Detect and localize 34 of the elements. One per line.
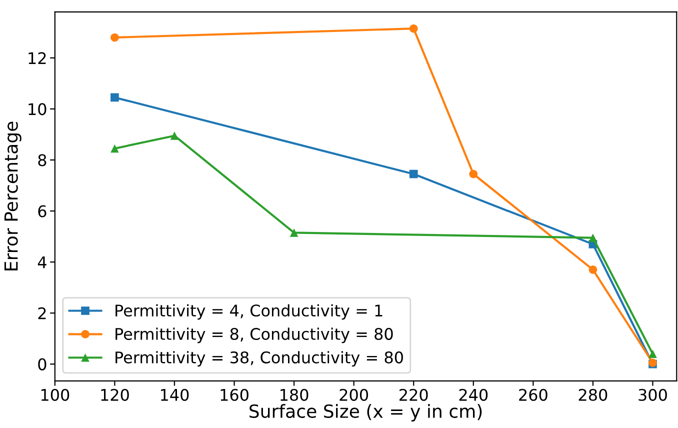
x-tick-label: 120: [101, 388, 129, 401]
x-tick-label: 280: [578, 388, 608, 401]
y-tick-label: 0: [38, 358, 46, 370]
x-tick-label: 240: [459, 388, 488, 401]
y-axis-title: Error Percentage: [4, 122, 22, 270]
y-tick-label: 10: [28, 103, 46, 116]
y-tick-label: 4: [38, 256, 46, 268]
x-tick-label: 160: [220, 388, 248, 401]
point: [110, 93, 119, 102]
y-tick-label: 2: [38, 307, 46, 320]
legend-label: Permittivity = 8, Conductivity = 80: [116, 328, 393, 344]
point: [588, 234, 598, 242]
point: [469, 170, 478, 178]
x-tick-label: 220: [400, 388, 428, 401]
x-tick-label: 180: [280, 388, 308, 401]
legend-label: Permittivity = 38, Conductivity = 80: [116, 351, 403, 367]
point: [110, 33, 119, 42]
x-axis-title: Surface Size (x = y in cm): [250, 404, 482, 422]
x-tick-label: 300: [638, 388, 667, 401]
y-tick-label: 8: [38, 154, 46, 166]
point: [110, 144, 119, 153]
point: [588, 266, 598, 274]
y-tick-label: 6: [38, 205, 46, 218]
x-tick-label: 100: [41, 388, 70, 401]
x-tick-label: 260: [519, 388, 548, 401]
point: [648, 350, 657, 358]
point: [409, 170, 418, 178]
x-tick-label: 200: [340, 388, 368, 401]
point: [170, 132, 179, 140]
legend-label: Permittivity = 4, Conductivity = 1: [116, 304, 382, 320]
y-tick-label: 12: [28, 52, 46, 64]
point: [290, 228, 298, 237]
x-tick-label: 140: [160, 388, 189, 401]
point: [409, 24, 418, 33]
